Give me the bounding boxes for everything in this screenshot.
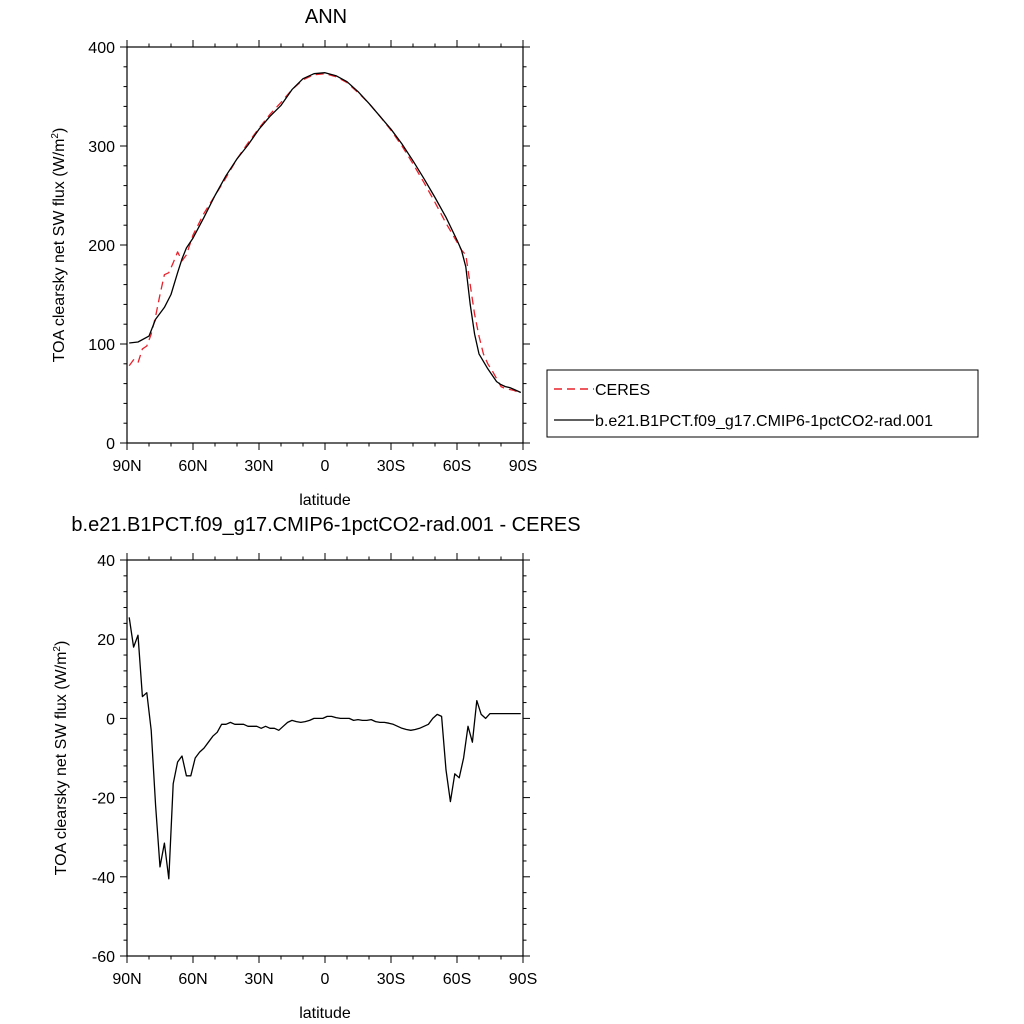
y-tick-label: 300	[88, 139, 115, 156]
x-tick-label: 60N	[178, 458, 207, 475]
y-tick-label: 40	[97, 553, 115, 570]
y-axis-label-close: )	[53, 641, 70, 646]
series-line-model	[128, 617, 521, 880]
y-axis-label-text: TOA clearsky net SW flux (W/m	[53, 652, 70, 876]
x-tick-label: 0	[321, 971, 330, 988]
x-tick-label: 90S	[509, 458, 537, 475]
plot-frame	[126, 46, 524, 444]
y-axis-label: TOA clearsky net SW flux (W/m2)	[52, 641, 70, 876]
x-tick-label: 90N	[112, 971, 141, 988]
legend: CERES b.e21.B1PCT.f09_g17.CMIP6-1pctCO2-…	[546, 369, 979, 438]
x-tick-label: 60N	[178, 971, 207, 988]
x-tick-label: 60S	[443, 971, 471, 988]
y-tick-label: 100	[88, 337, 115, 354]
y-tick-label: 20	[97, 632, 115, 649]
x-tick-label: 30S	[377, 458, 405, 475]
y-tick-label: 0	[106, 711, 115, 728]
series-line-model	[129, 72, 522, 394]
x-tick-label: 0	[321, 458, 330, 475]
y-tick-label: 200	[88, 238, 115, 255]
y-axis-label-text: TOA clearsky net SW flux (W/m	[51, 139, 68, 363]
x-axis-label: latitude	[299, 492, 351, 509]
x-tick-label: 90S	[509, 971, 537, 988]
x-tick-label: 60S	[443, 458, 471, 475]
series-group	[128, 617, 521, 880]
y-axis-label-superscript: 2	[52, 646, 63, 652]
y-tick-label: -20	[92, 791, 115, 808]
legend-box	[546, 369, 979, 438]
x-tick-label: 90N	[112, 458, 141, 475]
y-tick-label: 0	[106, 436, 115, 453]
y-axis: -60 -40 -20 0 20 40	[92, 553, 530, 966]
legend-label-ceres: CERES	[595, 382, 650, 399]
series-group	[128, 72, 522, 395]
y-tick-label: 400	[88, 40, 115, 57]
chart-title: b.e21.B1PCT.f09_g17.CMIP6-1pctCO2-rad.00…	[71, 514, 580, 536]
x-axis: 90N 60N 30N 0 30S 60S 90S	[112, 553, 537, 988]
chart-annual-mean: ANN 0 100 200 300 400 90N 60N 30N 0 30S 60S 90S la…	[50, 6, 979, 509]
y-axis-label: TOA clearsky net SW flux (W/m2)	[50, 128, 68, 363]
x-tick-label: 30S	[377, 971, 405, 988]
x-axis-label: latitude	[299, 1005, 351, 1022]
y-axis-label-superscript: 2	[50, 133, 61, 139]
y-tick-label: -60	[92, 949, 115, 966]
series-line-ceres	[128, 73, 522, 395]
y-tick-label: -40	[92, 870, 115, 887]
y-axis-label-close: )	[51, 128, 68, 133]
legend-label-model: b.e21.B1PCT.f09_g17.CMIP6-1pctCO2-rad.00…	[595, 413, 933, 430]
x-axis: 90N 60N 30N 0 30S 60S 90S	[112, 40, 537, 475]
chart-difference: b.e21.B1PCT.f09_g17.CMIP6-1pctCO2-rad.00…	[52, 514, 581, 1022]
x-tick-label: 30N	[244, 971, 273, 988]
chart-title: ANN	[305, 6, 347, 28]
x-tick-label: 30N	[244, 458, 273, 475]
y-axis: 0 100 200 300 400	[88, 40, 530, 453]
